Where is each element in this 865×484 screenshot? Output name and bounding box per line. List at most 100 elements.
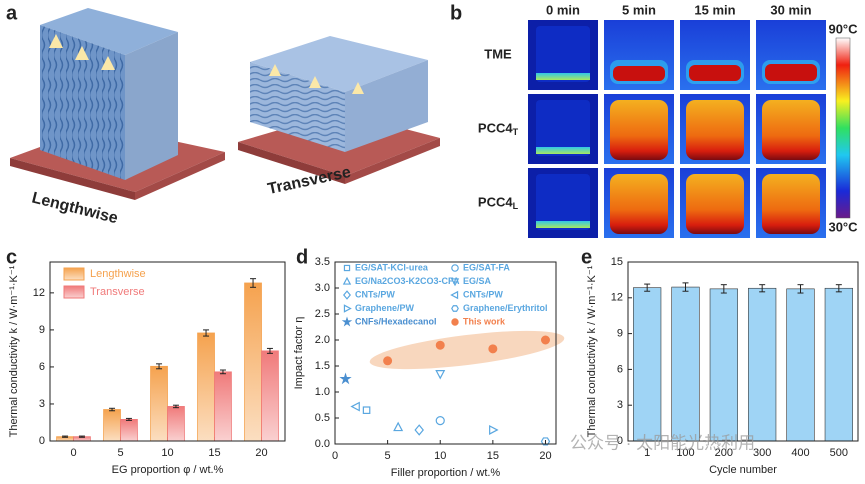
column-label: 0 min: [546, 2, 580, 17]
column-label: 5 min: [622, 2, 656, 17]
thermal-band: [536, 221, 590, 228]
panel-letter: a: [6, 2, 18, 24]
data-point: [488, 344, 498, 354]
y-axis-title: Impact factor η: [293, 317, 305, 390]
x-axis-title: Filler proportion / wt.%: [391, 467, 501, 479]
y-tick-label: 1.5: [315, 360, 330, 372]
data-point: [362, 406, 371, 415]
y-tick-label: 15: [611, 256, 623, 268]
legend-label: Transverse: [90, 286, 145, 298]
plot-frame: [627, 261, 859, 442]
data-point: [393, 421, 404, 432]
data-point: [489, 424, 499, 435]
colorbar-min: 30°C: [828, 219, 858, 234]
row-label: PCC4L: [478, 194, 519, 211]
legend-label: CNTs/PW: [355, 289, 395, 299]
error-bar: [172, 404, 179, 409]
x-tick-label: 300: [753, 447, 771, 459]
y-tick-label: 0: [617, 435, 623, 447]
x-tick-label: 20: [255, 447, 267, 459]
y-tick-label: 3: [617, 399, 623, 411]
error-bar: [720, 284, 727, 294]
thermal-block: [536, 100, 590, 156]
bar: [786, 288, 815, 442]
thermal-block: [610, 100, 668, 160]
bar: [150, 365, 168, 442]
thermal-band: [536, 147, 590, 154]
legend-label: This work: [463, 316, 506, 326]
error-bar: [266, 347, 273, 354]
x-tick-label: 0: [70, 447, 76, 459]
data-point: [435, 370, 446, 380]
legend-marker: [343, 290, 351, 300]
thermal-block: [536, 26, 590, 82]
plot-frame: [334, 261, 557, 445]
legend-marker: [451, 264, 459, 272]
error-bar: [78, 435, 85, 438]
thermal-block: [536, 174, 590, 230]
bar: [197, 332, 215, 442]
legend-label: EG/SAT-FA: [463, 262, 510, 272]
x-tick-label: 10: [161, 447, 173, 459]
legend-marker: [341, 316, 353, 327]
x-tick-label: 15: [208, 447, 220, 459]
row-label: PCC4T: [478, 120, 519, 137]
legend-marker: [451, 318, 459, 326]
legend-swatch: [63, 285, 85, 299]
y-axis-title: Thermal conductivity k / W·m⁻¹·K⁻¹: [586, 265, 598, 437]
thermal-block: [610, 174, 668, 234]
legend-label: CNFs/Hexadecanol: [355, 316, 437, 326]
y-tick-label: 0.5: [315, 412, 330, 424]
bar: [671, 286, 700, 442]
legend-label: EG/SA: [463, 276, 492, 286]
highlight: [369, 330, 565, 370]
y-tick-label: 0.0: [315, 438, 330, 450]
x-axis-title: Cycle number: [709, 464, 777, 476]
error-bar: [203, 329, 210, 337]
error-bar: [125, 417, 132, 421]
y-tick-label: 3: [39, 398, 45, 410]
legend-label: EG/Na2CO3-K2CO3-CFA: [355, 276, 460, 286]
error-bar: [759, 284, 766, 293]
legend-marker: [342, 276, 352, 285]
bar: [120, 418, 138, 442]
panel-letter: b: [450, 2, 462, 24]
data-point: [383, 356, 393, 366]
y-tick-label: 12: [33, 287, 45, 299]
colorbar: [835, 37, 851, 219]
row-label: TME: [484, 46, 512, 61]
legend-marker: [343, 304, 352, 313]
x-tick-label: 100: [676, 447, 694, 459]
legend-marker: [450, 290, 459, 300]
error-bar: [219, 369, 226, 375]
data-point: [435, 416, 445, 426]
bar: [103, 409, 121, 442]
y-tick-label: 0: [39, 435, 45, 447]
x-tick-label: 400: [791, 447, 809, 459]
x-tick-label: 200: [715, 447, 733, 459]
legend-label: Graphene/PW: [355, 303, 415, 313]
thermal-band: [536, 73, 590, 80]
error-bar: [250, 278, 257, 288]
error-bar: [644, 283, 651, 292]
bar: [709, 288, 738, 442]
panel-letter: d: [296, 246, 308, 268]
x-tick-label: 5: [117, 447, 123, 459]
thermal-block: [762, 100, 820, 160]
bar: [748, 287, 777, 442]
bar: [824, 287, 853, 442]
legend-marker: [450, 278, 460, 287]
error-bar: [109, 407, 116, 412]
y-tick-label: 3.5: [315, 256, 330, 268]
y-tick-label: 6: [617, 363, 623, 375]
x-tick-label: 10: [434, 450, 446, 462]
y-tick-label: 1.0: [315, 386, 330, 398]
legend-swatch: [63, 267, 85, 281]
data-point: [540, 437, 551, 446]
y-tick-label: 3.0: [315, 282, 330, 294]
x-tick-label: 500: [830, 447, 848, 459]
data-point: [540, 335, 550, 345]
row-label-sub: T: [513, 127, 519, 137]
